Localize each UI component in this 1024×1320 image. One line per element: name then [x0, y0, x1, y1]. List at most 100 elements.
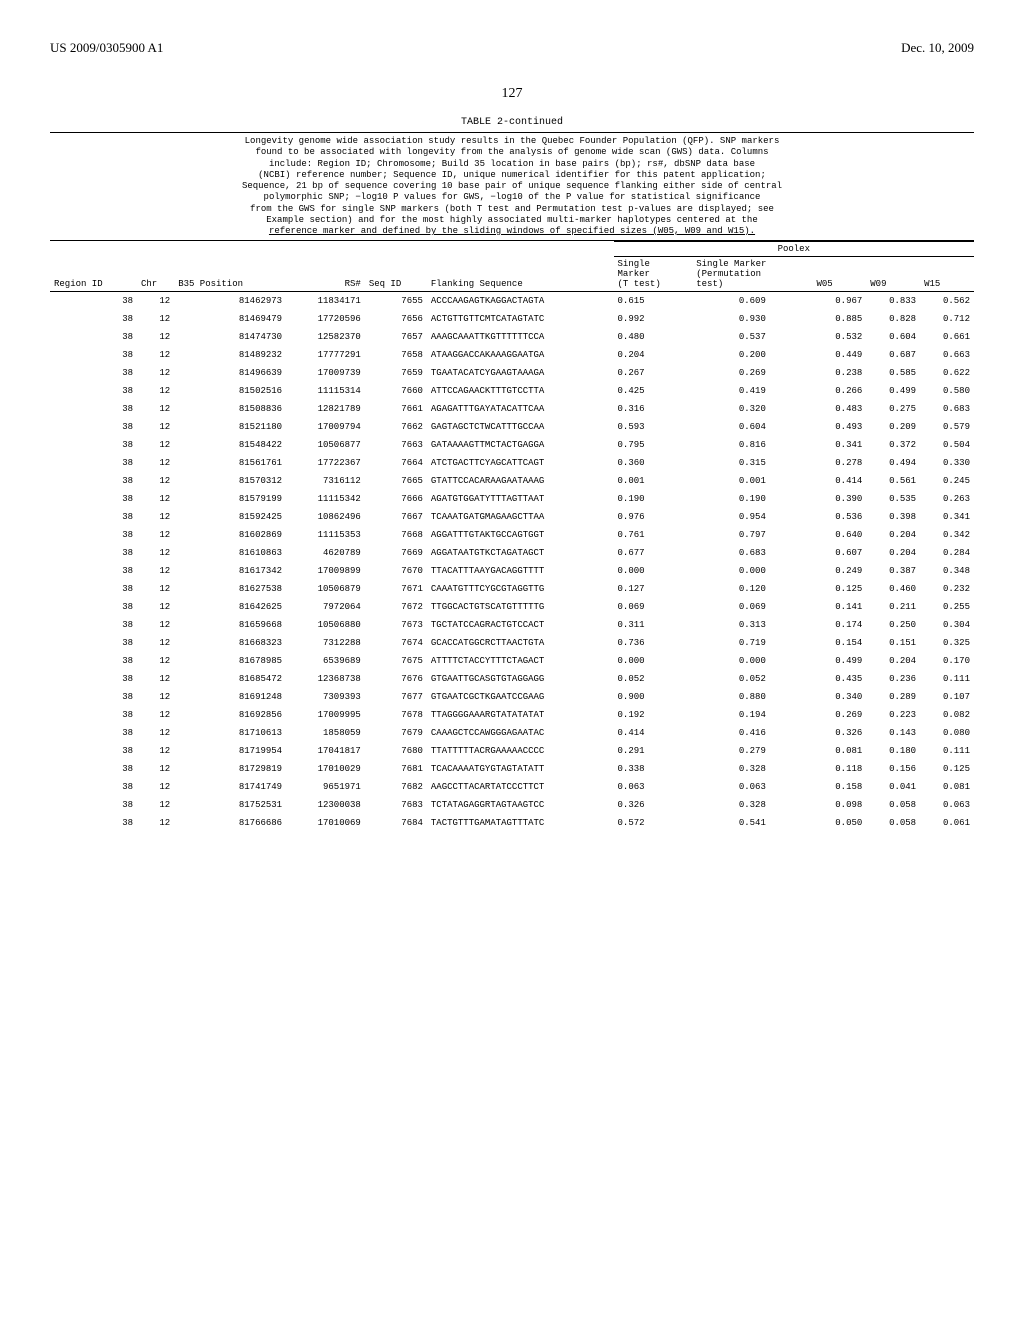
- cell-seqid: 7673: [365, 616, 427, 634]
- cell-seq: ATAAGGACCAKAAAGGAATGA: [427, 346, 614, 364]
- cell-ttest: 0.736: [614, 634, 693, 652]
- table-row: 381281508836128217897661AGAGATTTGAYATACA…: [50, 400, 974, 418]
- table-row: 381281474730125823707657AAAGCAAATTKGTTTT…: [50, 328, 974, 346]
- cell-perm: 0.190: [692, 490, 812, 508]
- cell-region: 38: [50, 526, 137, 544]
- cell-w15: 0.580: [920, 382, 974, 400]
- table-row: 38128174174996519717682AAGCCTTACARTATCCC…: [50, 778, 974, 796]
- cell-b35: 81659668: [174, 616, 286, 634]
- cell-b35: 81617342: [174, 562, 286, 580]
- cell-w09: 0.143: [866, 724, 920, 742]
- cell-b35: 81489232: [174, 346, 286, 364]
- cell-seq: ACTGTTGTTCMTCATAGTATC: [427, 310, 614, 328]
- cell-w05: 0.532: [812, 328, 866, 346]
- cell-chr: 12: [137, 544, 174, 562]
- col-seqid: Seq ID: [365, 257, 427, 292]
- table-row: 38128157031273161127665GTATTCCACARAAGAAT…: [50, 472, 974, 490]
- table-row: 381281496639170097397659TGAATACATCYGAAGT…: [50, 364, 974, 382]
- cell-perm: 0.000: [692, 652, 812, 670]
- cell-w09: 0.041: [866, 778, 920, 796]
- cell-seq: TCACAAAATGYGTAGTATATT: [427, 760, 614, 778]
- cell-region: 38: [50, 346, 137, 364]
- cell-seqid: 7677: [365, 688, 427, 706]
- poolex-header: Poolex: [614, 242, 974, 257]
- cell-w09: 0.211: [866, 598, 920, 616]
- cell-ttest: 0.480: [614, 328, 693, 346]
- cell-ttest: 0.001: [614, 472, 693, 490]
- cell-seqid: 7678: [365, 706, 427, 724]
- cell-seq: GATAAAAGTTMCTACTGAGGA: [427, 436, 614, 454]
- cell-b35: 81642625: [174, 598, 286, 616]
- cell-w15: 0.284: [920, 544, 974, 562]
- cell-w09: 0.289: [866, 688, 920, 706]
- cell-w05: 0.326: [812, 724, 866, 742]
- cell-w15: 0.341: [920, 508, 974, 526]
- col-w09: W09: [866, 257, 920, 292]
- cell-region: 38: [50, 400, 137, 418]
- cell-seqid: 7661: [365, 400, 427, 418]
- cell-w09: 0.058: [866, 814, 920, 832]
- cell-perm: 0.000: [692, 562, 812, 580]
- cell-rs: 12582370: [286, 328, 365, 346]
- page-number: 127: [50, 86, 974, 102]
- table-row: 38128166832373122887674GCACCATGGCRCTTAAC…: [50, 634, 974, 652]
- cell-w15: 0.082: [920, 706, 974, 724]
- cell-w09: 0.398: [866, 508, 920, 526]
- cell-b35: 81602869: [174, 526, 286, 544]
- cell-w09: 0.561: [866, 472, 920, 490]
- col-perm: Single Marker(Permutationtest): [692, 257, 812, 292]
- desc-line: Example section) and for the most highly…: [60, 215, 964, 226]
- desc-line: polymorphic SNP; −log10 P values for GWS…: [60, 192, 964, 203]
- cell-w05: 0.483: [812, 400, 866, 418]
- cell-w05: 0.050: [812, 814, 866, 832]
- cell-seqid: 7671: [365, 580, 427, 598]
- data-table: Poolex Region ID Chr B35 Position RS# Se…: [50, 241, 974, 832]
- cell-region: 38: [50, 328, 137, 346]
- publication-date: Dec. 10, 2009: [901, 40, 974, 56]
- cell-seq: ACCCAAGAGTKAGGACTAGTA: [427, 292, 614, 311]
- cell-region: 38: [50, 796, 137, 814]
- cell-rs: 12368738: [286, 670, 365, 688]
- cell-b35: 81710613: [174, 724, 286, 742]
- cell-ttest: 0.414: [614, 724, 693, 742]
- cell-region: 38: [50, 562, 137, 580]
- cell-w09: 0.236: [866, 670, 920, 688]
- col-b35: B35 Position: [174, 257, 286, 292]
- cell-rs: 7312288: [286, 634, 365, 652]
- table-row: 38128164262579720647672TTGGCACTGTSCATGTT…: [50, 598, 974, 616]
- cell-w15: 0.348: [920, 562, 974, 580]
- cell-ttest: 0.677: [614, 544, 693, 562]
- col-region: Region ID: [50, 257, 137, 292]
- table-row: 381281548422105068777663GATAAAAGTTMCTACT…: [50, 436, 974, 454]
- cell-seq: TTGGCACTGTSCATGTTTTTG: [427, 598, 614, 616]
- table-row: 381281602869111153537668AGGATTTGTAKTGCCA…: [50, 526, 974, 544]
- cell-w15: 0.063: [920, 796, 974, 814]
- cell-w05: 0.414: [812, 472, 866, 490]
- cell-region: 38: [50, 364, 137, 382]
- cell-rs: 17009739: [286, 364, 365, 382]
- cell-rs: 7309393: [286, 688, 365, 706]
- cell-w09: 0.180: [866, 742, 920, 760]
- cell-perm: 0.328: [692, 760, 812, 778]
- cell-rs: 17010069: [286, 814, 365, 832]
- cell-perm: 0.954: [692, 508, 812, 526]
- cell-seq: ATTCCAGAACKTTTGTCCTTA: [427, 382, 614, 400]
- cell-b35: 81627538: [174, 580, 286, 598]
- cell-b35: 81548422: [174, 436, 286, 454]
- cell-w05: 0.341: [812, 436, 866, 454]
- cell-w09: 0.151: [866, 634, 920, 652]
- cell-b35: 81719954: [174, 742, 286, 760]
- cell-chr: 12: [137, 580, 174, 598]
- cell-ttest: 0.069: [614, 598, 693, 616]
- cell-rs: 17009794: [286, 418, 365, 436]
- cell-ttest: 0.267: [614, 364, 693, 382]
- cell-chr: 12: [137, 778, 174, 796]
- cell-region: 38: [50, 544, 137, 562]
- cell-w09: 0.223: [866, 706, 920, 724]
- cell-rs: 10506877: [286, 436, 365, 454]
- cell-seq: TTACATTTAAYGACAGGTTTT: [427, 562, 614, 580]
- cell-chr: 12: [137, 382, 174, 400]
- cell-seq: TGAATACATCYGAAGTAAAGA: [427, 364, 614, 382]
- cell-region: 38: [50, 292, 137, 311]
- cell-perm: 0.269: [692, 364, 812, 382]
